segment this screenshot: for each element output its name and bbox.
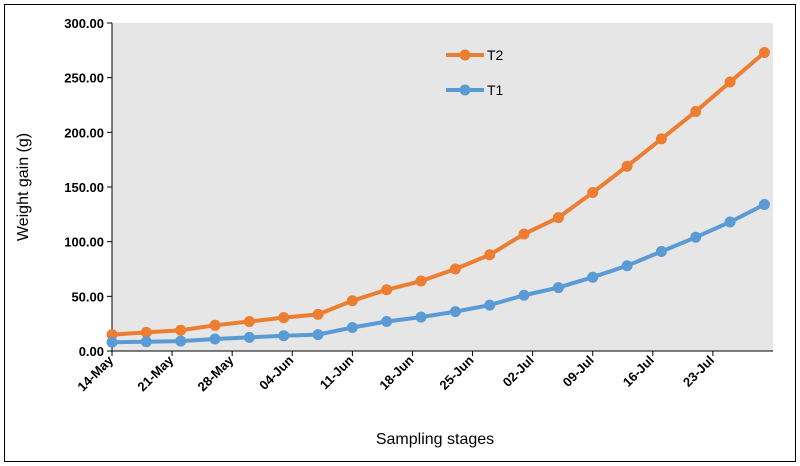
plot-area: [112, 23, 773, 351]
data-point: [655, 246, 667, 258]
data-point: [449, 263, 461, 275]
legend-label: T1: [487, 82, 504, 98]
data-point: [346, 295, 358, 307]
data-point: [243, 331, 255, 343]
data-point: [243, 315, 255, 327]
y-tick-label: 100.00: [64, 235, 104, 250]
data-point: [415, 311, 427, 323]
data-point: [518, 228, 530, 240]
data-point: [690, 106, 702, 118]
data-point: [484, 299, 496, 311]
data-point: [449, 306, 461, 318]
x-axis-label: Sampling stages: [376, 431, 494, 448]
data-point: [106, 336, 118, 348]
data-point: [106, 329, 118, 341]
data-point: [690, 231, 702, 243]
legend-marker: [459, 49, 471, 61]
data-point: [175, 324, 187, 336]
y-axis-label: Weight gain (g): [15, 133, 32, 241]
data-point: [415, 275, 427, 287]
data-point: [209, 333, 221, 345]
data-point: [278, 330, 290, 342]
y-tick-label: 200.00: [64, 125, 104, 140]
data-point: [209, 319, 221, 331]
data-point: [140, 336, 152, 348]
data-point: [175, 335, 187, 347]
data-point: [278, 312, 290, 324]
legend-label: T2: [487, 47, 504, 63]
data-point: [381, 284, 393, 296]
data-point: [346, 321, 358, 333]
data-point: [724, 216, 736, 228]
data-point: [484, 249, 496, 261]
data-point: [621, 160, 633, 172]
data-point: [552, 212, 564, 224]
data-point: [587, 186, 599, 198]
y-tick-label: 300.00: [64, 16, 104, 31]
data-point: [621, 260, 633, 272]
data-point: [518, 289, 530, 301]
data-point: [552, 282, 564, 294]
legend-marker: [459, 84, 471, 96]
series-line: [111, 51, 766, 337]
data-point: [381, 315, 393, 327]
data-point: [724, 76, 736, 88]
y-tick-label: 250.00: [64, 71, 104, 86]
y-tick-label: 150.00: [64, 180, 104, 195]
data-point: [758, 47, 770, 59]
data-point: [758, 198, 770, 210]
series-line: [111, 202, 766, 345]
data-point: [312, 308, 324, 320]
y-tick-label: 0.00: [79, 344, 104, 359]
data-point: [140, 326, 152, 338]
data-point: [587, 271, 599, 283]
data-point: [312, 329, 324, 341]
y-tick-label: 50.00: [71, 289, 104, 304]
data-point: [655, 133, 667, 145]
